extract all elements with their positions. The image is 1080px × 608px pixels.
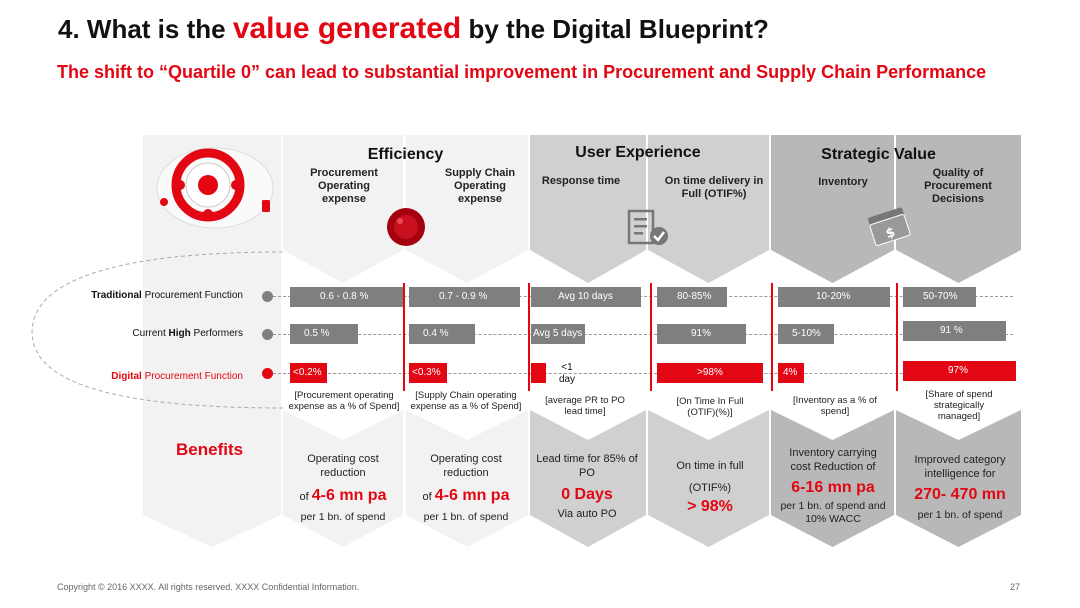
header-quality: Quality of Procurement Decisions [924, 167, 992, 205]
bar-response-digital [531, 363, 546, 383]
group-efficiency: Efficiency [367, 146, 444, 163]
copyright: Copyright © 2016 XXXX. All rights reserv… [57, 582, 360, 592]
benefit-otif: On time in full (OTIF%) > 98% [676, 460, 744, 515]
wax-seal-icon [387, 208, 425, 246]
row-line-digital [273, 373, 1013, 374]
bar-supply-chain-current: 0.4 % [409, 324, 475, 344]
kpi-note: [average PR to PO lead time] [545, 395, 625, 417]
kpi-note: [Supply Chain operating expense as a % o… [410, 390, 522, 412]
kpi-note: [Procurement operating expense as a % of… [288, 390, 400, 412]
row-dot-traditional [262, 291, 273, 302]
bar-otif-digital: >98% [657, 363, 763, 383]
header-response-time: Response time [541, 175, 621, 187]
benefit-procurement: Operating cost reduction of 4-6 mn pa pe… [299, 453, 387, 523]
page-number: 27 [1010, 582, 1021, 592]
separator [650, 283, 652, 391]
bar-supply-chain-traditional: 0.7 - 0.9 % [409, 287, 520, 307]
header-procurement-opex: Procurement Operating expense [310, 167, 378, 205]
bar-quality-digital: 97% [903, 361, 1016, 381]
bar-otif-current: 91% [657, 324, 746, 344]
row-dot-digital [262, 368, 273, 379]
page-title: 4. What is the value generated by the Di… [58, 12, 769, 45]
money-stack-icon: $ [868, 207, 911, 247]
bar-response-traditional: Avg 10 days [531, 287, 641, 307]
bar-procurement-digital: <0.2% [290, 363, 327, 383]
bar-procurement-current: 0.5 % [290, 324, 358, 344]
benefit-inventory: Inventory carrying cost Reduction of 6-1… [780, 447, 886, 525]
separator [528, 283, 530, 391]
separator [771, 283, 773, 391]
bar-inventory-digital: 4% [778, 363, 804, 383]
page-subtitle: The shift to “Quartile 0” can lead to su… [57, 62, 987, 82]
benefit-response-time: Lead time for 85% of PO 0 Days Via auto … [536, 453, 638, 520]
bar-quality-current: 91 % [903, 321, 1006, 341]
bar-response-current: Avg 5 days [531, 324, 585, 344]
row-line-traditional [273, 296, 1013, 297]
separator [403, 283, 405, 391]
bar-procurement-traditional: 0.6 - 0.8 % [290, 287, 403, 307]
row-bracket [31, 251, 284, 409]
svg-text:$: $ [884, 225, 897, 242]
header-inventory: Inventory [818, 176, 868, 188]
bar-inventory-current: 5-10% [778, 324, 834, 344]
row-line-current [273, 334, 1013, 335]
bar-otif-traditional: 80-85% [657, 287, 727, 307]
row-dot-current [262, 329, 273, 340]
kpi-note: [Inventory as a % of spend] [793, 395, 877, 417]
row-label-current: Current High Performers [132, 328, 243, 339]
benefit-supply-chain: Operating cost reduction of 4-6 mn pa pe… [422, 453, 510, 523]
benefit-quality: Improved category intelligence for 270- … [914, 454, 1006, 521]
title-highlight: value generated [232, 12, 462, 45]
header-supply-chain-opex: Supply Chain Operating expense [444, 167, 516, 205]
group-user-experience: User Experience [575, 144, 701, 161]
kpi-note: [Share of spend strategically managed] [925, 389, 993, 422]
digital-blueprint-wheel-icon [156, 147, 274, 229]
bar-quality-traditional: 50-70% [903, 287, 976, 307]
benefits-label: Benefits [176, 440, 244, 459]
group-strategic-value: Strategic Value [821, 146, 936, 163]
bar-inventory-traditional: 10-20% [778, 287, 890, 307]
row-label-traditional: Traditional Procurement Function [91, 290, 243, 301]
bar-supply-chain-digital: <0.3% [409, 363, 447, 383]
separator [896, 283, 898, 391]
bar-response-digital-label: <1 day [558, 362, 576, 385]
row-label-digital: Digital Procurement Function [111, 371, 243, 382]
kpi-note: [On Time In Full (OTIF)(%)] [676, 396, 744, 418]
checklist-icon [627, 209, 668, 245]
header-otif: On time delivery in Full (OTIF%) [664, 175, 764, 200]
